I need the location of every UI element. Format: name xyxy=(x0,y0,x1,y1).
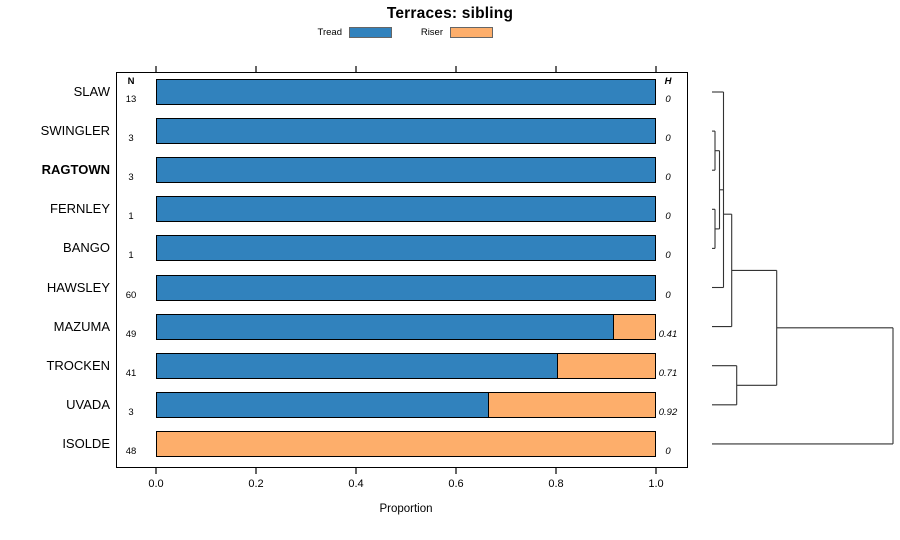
row-label-slaw: SLAW xyxy=(73,84,110,99)
bar-uvada xyxy=(156,391,656,418)
bar-slaw xyxy=(156,79,656,105)
x-axis-title: Proportion xyxy=(379,503,433,515)
h-value-fernley: 0 xyxy=(665,211,671,223)
n-value-mazuma: 49 xyxy=(125,328,137,340)
x-tick-label-0.8: 0.8 xyxy=(548,478,564,490)
row-label-fernley: FERNLEY xyxy=(50,201,110,217)
bar-ragtown xyxy=(156,157,656,184)
n-value-hawsley: 60 xyxy=(125,289,137,301)
chart-title: Terraces: sibling xyxy=(386,5,514,22)
h-value-swingler: 0 xyxy=(665,133,671,145)
n-value-uvada: 3 xyxy=(128,406,134,418)
n-value-swingler: 3 xyxy=(128,133,134,145)
n-value-bango: 1 xyxy=(128,250,134,262)
row-label-hawsley: HAWSLEY xyxy=(46,279,110,295)
h-value-hawsley: 0 xyxy=(665,289,671,301)
row-label-mazuma: MAZUMA xyxy=(53,318,110,334)
x-tick-label-1.0: 1.0 xyxy=(648,478,664,490)
n-value-slaw: 13 xyxy=(125,94,137,105)
x-tick-label-0.0: 0.0 xyxy=(148,478,164,490)
row-label-uvada: UVADA xyxy=(66,396,110,412)
n-value-fernley: 1 xyxy=(128,211,134,223)
n-value-ragtown: 3 xyxy=(128,172,134,184)
n-value-isolde: 48 xyxy=(125,445,137,457)
bar-isolde xyxy=(156,430,656,457)
row-label-ragtown: RAGTOWN xyxy=(41,162,110,178)
legend-swatch-riser xyxy=(450,27,493,38)
bar-hawsley xyxy=(156,274,656,301)
h-value-uvada: 0.92 xyxy=(658,406,678,418)
h-value-slaw: 0 xyxy=(665,94,671,105)
h-value-bango: 0 xyxy=(665,250,671,262)
row-label-bango: BANGO xyxy=(63,240,110,256)
bar-segment-tread-trocken xyxy=(157,353,558,378)
x-tick-label-0.6: 0.6 xyxy=(448,478,464,490)
h-column-header: H xyxy=(664,76,672,87)
legend-label-riser: Riser xyxy=(420,27,443,38)
bar-bango xyxy=(156,235,656,262)
n-value-trocken: 41 xyxy=(125,367,137,379)
bar-swingler xyxy=(156,118,656,145)
bar-segment-tread-uvada xyxy=(157,392,490,417)
x-tick-label-0.4: 0.4 xyxy=(348,478,364,490)
h-value-mazuma: 0.41 xyxy=(658,328,678,340)
h-value-ragtown: 0 xyxy=(665,172,671,184)
legend-swatch-tread xyxy=(349,27,392,38)
legend-label-tread: Tread xyxy=(317,27,342,38)
h-value-trocken: 0.71 xyxy=(658,367,678,379)
h-value-isolde: 0 xyxy=(665,445,671,457)
row-label-swingler: SWINGLER xyxy=(40,123,110,139)
x-tick-label-0.2: 0.2 xyxy=(248,478,264,490)
n-column-header: N xyxy=(127,76,135,87)
bar-segment-tread-mazuma xyxy=(157,314,615,339)
row-label-trocken: TROCKEN xyxy=(46,357,110,373)
bar-mazuma xyxy=(156,313,656,340)
bar-fernley xyxy=(156,196,656,223)
row-label-isolde: ISOLDE xyxy=(62,435,110,451)
bar-trocken xyxy=(156,352,656,379)
